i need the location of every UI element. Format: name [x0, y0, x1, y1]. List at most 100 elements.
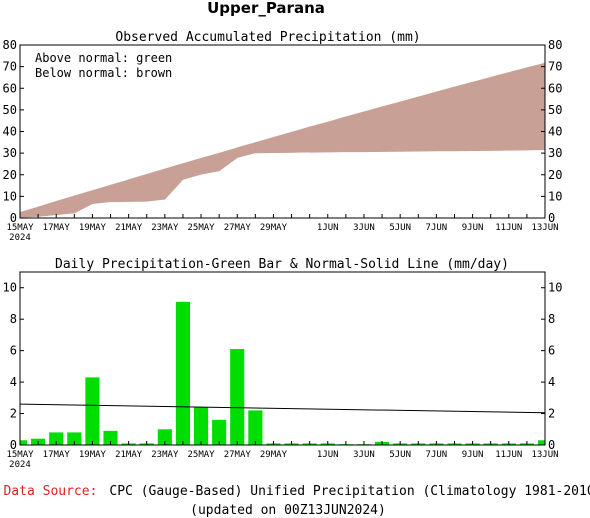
top-xtick-label: 1JUN: [317, 223, 339, 233]
daily-bar: [175, 301, 190, 445]
daily-bars: [20, 301, 545, 445]
accumulated-area-segment: [363, 106, 383, 153]
daily-bar: [49, 432, 64, 445]
accumulated-area-segment: [92, 184, 111, 205]
bottom-xtick-label: 15MAY: [6, 450, 34, 460]
top-chart-title: Observed Accumulated Precipitation (mm): [115, 30, 420, 45]
bottom-xtick-label: 1JUN: [317, 450, 339, 460]
top-ytick-label-left: 70: [3, 60, 17, 74]
bottom-xtick-label: 17MAY: [43, 450, 71, 460]
top-ytick-label-right: 60: [548, 81, 562, 95]
accumulated-area-segment: [454, 81, 473, 152]
top-ytick-label-right: 50: [548, 103, 562, 117]
bottom-ytick-label-right: 2: [548, 407, 555, 421]
bottom-ytick-label-left: 4: [10, 375, 17, 389]
top-ytick-label-right: 10: [548, 189, 562, 203]
bottom-xtick-label: 11JUN: [495, 450, 522, 460]
top-ytick-label-left: 80: [3, 38, 17, 52]
annotation-below-normal: Below normal: brown: [35, 66, 172, 80]
annotation-above-normal: Above normal: green: [35, 51, 172, 65]
bottom-xtick-label: 9JUN: [462, 450, 484, 460]
top-ytick-label-right: 80: [548, 38, 562, 52]
top-xtick-label: 29MAY: [260, 223, 288, 233]
accumulated-area-segment: [508, 67, 528, 151]
daily-bar: [85, 377, 100, 445]
accumulated-area-segment: [381, 101, 401, 152]
accumulated-area-segment: [417, 91, 437, 152]
daily-bar: [193, 407, 209, 445]
accumulated-area-segment: [526, 62, 546, 151]
daily-bar: [248, 410, 263, 445]
accumulated-area-segment: [273, 131, 292, 153]
bottom-xtick-label: 23MAY: [151, 450, 179, 460]
top-ytick-label-left: 20: [3, 168, 17, 182]
top-xtick-label: 13JUN: [531, 223, 558, 233]
accumulated-area-segment: [236, 142, 256, 159]
top-xtick-label: 9JUN: [462, 223, 484, 233]
accumulated-area-segment: [182, 157, 202, 180]
daily-bar: [20, 440, 28, 445]
accumulated-area-segment: [164, 163, 184, 200]
accumulated-area-segment: [19, 206, 39, 218]
top-area-fill: [19, 62, 546, 218]
bottom-ytick-label-right: 6: [548, 344, 555, 358]
region-title: Upper_Parana: [207, 0, 325, 17]
bottom-xtick-label: 7JUN: [426, 450, 448, 460]
bottom-ytick-label-left: 10: [3, 281, 17, 295]
top-ytick-label-left: 40: [3, 125, 17, 139]
daily-precipitation-chart: Daily Precipitation-Green Bar & Normal-S…: [3, 257, 563, 470]
top-xtick-label: 23MAY: [151, 223, 179, 233]
top-year-label: 2024: [9, 233, 31, 243]
bottom-xtick-label: 19MAY: [79, 450, 107, 460]
bottom-xtick-label: 29MAY: [260, 450, 288, 460]
bottom-axes: 0 0 2 2 4 4 6 6 8 8 10 10 15MAY 17MAY 19MAY 21MAY 23MAY 2…: [3, 281, 563, 470]
bottom-xtick-label: 25MAY: [187, 450, 215, 460]
accumulated-area-segment: [399, 96, 419, 152]
top-xtick-label: 3JUN: [353, 223, 375, 233]
top-xtick-label: 25MAY: [187, 223, 215, 233]
daily-bar: [537, 440, 545, 445]
bottom-chart-title: Daily Precipitation-Green Bar & Normal-S…: [55, 257, 509, 272]
daily-bar: [67, 432, 82, 445]
top-xtick-label: 21MAY: [115, 223, 143, 233]
bottom-ytick-label-left: 6: [10, 344, 17, 358]
top-xtick-label: 17MAY: [43, 223, 71, 233]
top-ytick-label-right: 0: [548, 211, 555, 225]
bottom-xtick-label: 27MAY: [224, 450, 252, 460]
normal-line: [19, 403, 546, 414]
bottom-ytick-label-right: 0: [548, 438, 555, 452]
accumulated-area-segment: [490, 72, 510, 151]
top-ytick-label-left: 50: [3, 103, 17, 117]
accumulated-area-segment: [218, 147, 238, 172]
accumulated-area-segment: [74, 190, 93, 214]
bottom-xtick-label: 21MAY: [115, 450, 143, 460]
top-ytick-label-left: 0: [10, 211, 17, 225]
top-ytick-label-left: 60: [3, 81, 17, 95]
accumulated-area-segment: [255, 136, 274, 154]
top-xtick-label: 7JUN: [426, 223, 448, 233]
accumulated-area-segment: [345, 111, 365, 153]
top-ytick-label-right: 40: [548, 125, 562, 139]
accumulated-area-segment: [128, 173, 148, 202]
bottom-ytick-label-left: 8: [10, 312, 17, 326]
accumulated-area-segment: [472, 76, 491, 152]
bottom-xtick-label: 5JUN: [389, 450, 411, 460]
accumulated-area-segment: [146, 168, 166, 202]
daily-bar: [230, 349, 245, 445]
top-xtick-label: 27MAY: [224, 223, 252, 233]
accumulated-precipitation-chart: Observed Accumulated Precipitation (mm) …: [3, 30, 563, 243]
updated-line: (updated on 00Z13JUN2024): [190, 503, 386, 518]
accumulated-area-segment: [327, 116, 347, 153]
accumulated-area-segment: [37, 200, 57, 217]
data-source-line: Data Source: CPC (Gauge-Based) Unified Pr…: [3, 484, 590, 499]
accumulated-area-segment: [200, 152, 220, 175]
bottom-ytick-label-left: 2: [10, 407, 17, 421]
accumulated-area-segment: [309, 121, 329, 153]
top-xtick-label: 19MAY: [79, 223, 107, 233]
top-ytick-label-right: 20: [548, 168, 562, 182]
bottom-ytick-label-right: 10: [548, 281, 562, 295]
bottom-plot-frame: [19, 271, 546, 446]
top-xtick-label: 5JUN: [389, 223, 411, 233]
daily-bar: [103, 430, 118, 445]
